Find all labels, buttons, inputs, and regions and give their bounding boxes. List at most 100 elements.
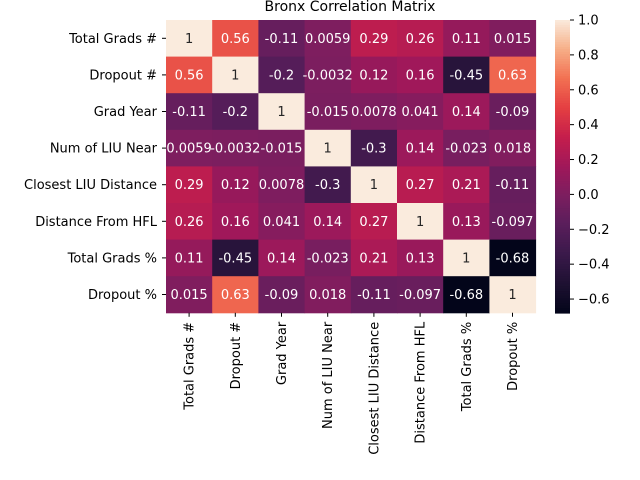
cell-value-label: -0.023: [307, 251, 349, 266]
colorbar-segment: [555, 110, 570, 114]
colorbar-segment: [555, 51, 570, 55]
colorbar-segment: [555, 234, 570, 238]
cell-value-label: 0.26: [406, 32, 435, 47]
cell-value-label: 0.26: [175, 215, 204, 230]
colorbar-segment: [555, 293, 570, 297]
colorbar-segment: [555, 112, 570, 116]
colorbar-tick-label: 0.0: [578, 188, 599, 203]
x-tick-label: Total Grads %: [460, 322, 475, 412]
heatmap-cell: [397, 93, 444, 131]
colorbar-segment: [555, 132, 570, 136]
colorbar-segment: [555, 171, 570, 175]
cell-value-label: -0.09: [265, 288, 299, 303]
heatmap-cell: [443, 93, 490, 131]
colorbar-segment: [555, 32, 570, 36]
colorbar-segment: [555, 286, 570, 290]
cell-value-label: 1: [185, 32, 193, 47]
heatmap-cell: [166, 20, 213, 58]
colorbar-segment: [555, 208, 570, 212]
heatmap-cell: [489, 166, 537, 204]
colorbar-segment: [555, 44, 570, 48]
colorbar-segment: [555, 76, 570, 80]
colorbar-segment: [555, 144, 570, 148]
colorbar-segment: [555, 242, 570, 246]
heatmap-cell: [212, 166, 259, 204]
y-tick-label: Num of LIU Near: [50, 142, 158, 157]
heatmap-cell: [304, 239, 352, 277]
colorbar-segment: [555, 264, 570, 268]
heatmap-cell: [350, 93, 398, 131]
colorbar-segment: [555, 276, 570, 280]
colorbar-segment: [555, 239, 570, 243]
cell-value-label: 0.041: [263, 215, 300, 230]
heatmap-cell: [212, 203, 259, 241]
colorbar-segment: [555, 305, 570, 309]
heatmap-cell: [258, 93, 306, 131]
cell-value-label: -0.68: [496, 251, 530, 266]
colorbar-segment: [555, 59, 570, 63]
cell-value-label: 1: [277, 105, 285, 120]
colorbar-segment: [555, 24, 570, 28]
heatmap-cell: [258, 56, 306, 94]
cell-value-label: -0.11: [496, 178, 530, 193]
colorbar-segment: [555, 249, 570, 253]
cell-value-label: 0.12: [221, 178, 250, 193]
cell-value-label: 1: [324, 142, 332, 157]
heatmap-cell: [443, 203, 490, 241]
heatmap-cell: [397, 166, 444, 204]
heatmap-cell: [397, 239, 444, 277]
colorbar-segment: [555, 310, 570, 314]
colorbar-segment: [555, 261, 570, 265]
cell-value-label: -0.097: [492, 215, 534, 230]
heatmap-cell: [443, 166, 490, 204]
cell-value-label: 0.16: [221, 215, 250, 230]
colorbar-segment: [555, 278, 570, 282]
heatmap-cell: [397, 203, 444, 241]
cell-value-label: -0.015: [307, 105, 349, 120]
colorbar-segment: [555, 256, 570, 260]
colorbar-segment: [555, 210, 570, 214]
colorbar-tick-label: −0.6: [578, 293, 610, 308]
colorbar-segment: [555, 78, 570, 82]
y-tick-label: Dropout #: [89, 68, 157, 83]
colorbar-segment: [555, 88, 570, 92]
colorbar-segment: [555, 56, 570, 60]
heatmap-cell: [258, 203, 306, 241]
y-tick-label: Distance From HFL: [35, 215, 158, 230]
colorbar-segment: [555, 164, 570, 168]
heatmap-cell: [489, 239, 537, 277]
heatmap-cell: [443, 239, 490, 277]
colorbar-segment: [555, 269, 570, 273]
heatmap-cell: [166, 129, 213, 167]
cell-value-label: -0.3: [315, 178, 340, 193]
x-tick-label: Dropout #: [229, 322, 244, 390]
colorbar-segment: [555, 203, 570, 207]
colorbar-segment: [555, 217, 570, 221]
heatmap-cell: [443, 20, 490, 58]
colorbar-segment: [555, 63, 570, 67]
colorbar-tick-label: 0.8: [578, 48, 599, 63]
colorbar-segment: [555, 115, 570, 119]
colorbar-segment: [555, 105, 570, 109]
heatmap-cell: [304, 20, 352, 58]
colorbar-segment: [555, 95, 570, 99]
colorbar-segment: [555, 71, 570, 75]
heatmap-cell: [489, 276, 537, 314]
colorbar-segment: [555, 117, 570, 121]
cell-value-label: -0.2: [223, 105, 248, 120]
colorbar-segment: [555, 190, 570, 194]
heatmap-cell: [489, 129, 537, 167]
colorbar-segment: [555, 122, 570, 126]
cell-value-label: 1: [370, 178, 378, 193]
colorbar-segment: [555, 149, 570, 153]
cell-value-label: -0.015: [261, 142, 303, 157]
heatmap-cell: [304, 166, 352, 204]
colorbar-segment: [555, 229, 570, 234]
heatmap-cell: [212, 276, 259, 314]
cell-value-label: 0.14: [406, 142, 435, 157]
colorbar-tick-label: −0.2: [578, 223, 610, 238]
colorbar-segment: [555, 198, 570, 202]
heatmap-cell: [489, 56, 537, 94]
cell-value-label: -0.097: [399, 288, 441, 303]
colorbar-segment: [555, 66, 570, 70]
